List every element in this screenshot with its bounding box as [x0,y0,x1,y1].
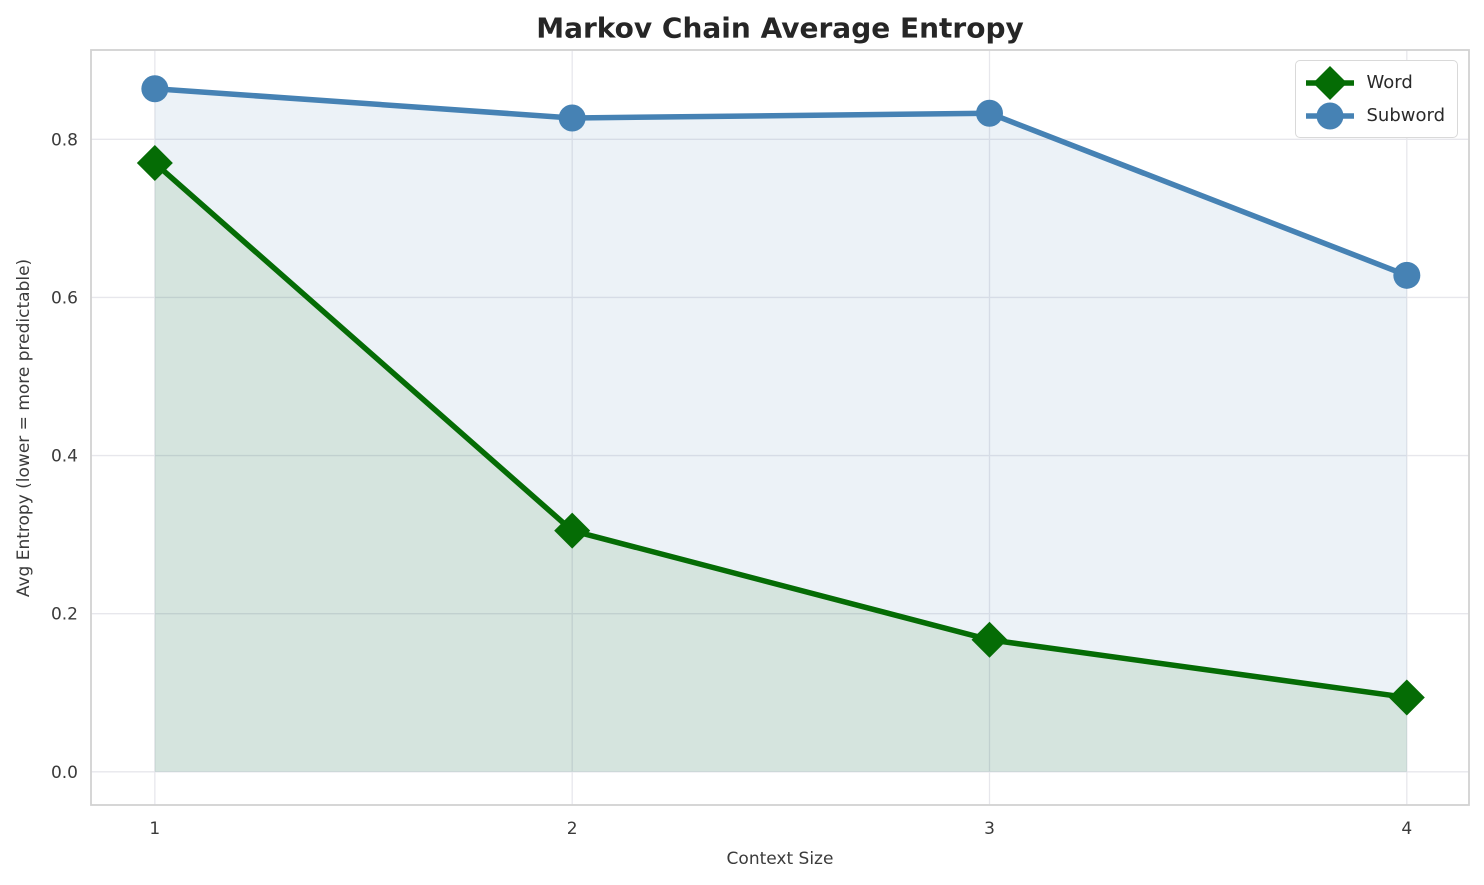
x-axis-label: Context Size [726,849,834,869]
y-tick-label: 0.4 [51,447,78,467]
legend-item-word: Word [1304,65,1445,100]
marker-word [554,512,591,549]
x-tick-label: 3 [984,819,995,839]
plot-border [90,49,1470,806]
marker-word [136,145,173,182]
legend-diamond-marker-icon [1306,65,1355,100]
legend: Word Subword [1295,60,1458,138]
marker-subword [1393,261,1421,289]
series-fill-subword [154,88,1407,772]
x-tick-label: 4 [1401,819,1412,839]
y-tick-label: 0.0 [51,763,78,783]
legend-label: Word [1366,72,1413,93]
series-line-word [152,160,1410,701]
series-fill-word [154,163,1407,772]
legend-circle-marker-icon [1306,102,1355,129]
y-tick-label: 0.2 [51,605,78,625]
chart-title: Markov Chain Average Entropy [536,11,1024,45]
y-tick-label: 0.8 [51,130,78,150]
marker-subword [141,75,169,103]
y-tick-label: 0.6 [51,288,78,308]
marker-word [971,621,1008,658]
legend-item-subword: Subword [1304,99,1445,132]
x-tick-label: 2 [567,819,578,839]
y-axis-label: Avg Entropy (lower = more predictable) [14,258,34,598]
marker-subword [558,104,586,132]
marker-subword [975,99,1003,127]
series-line-subword [152,85,1410,279]
marker-word [1388,679,1425,716]
legend-label: Subword [1366,105,1445,126]
x-tick-label: 1 [149,819,160,839]
